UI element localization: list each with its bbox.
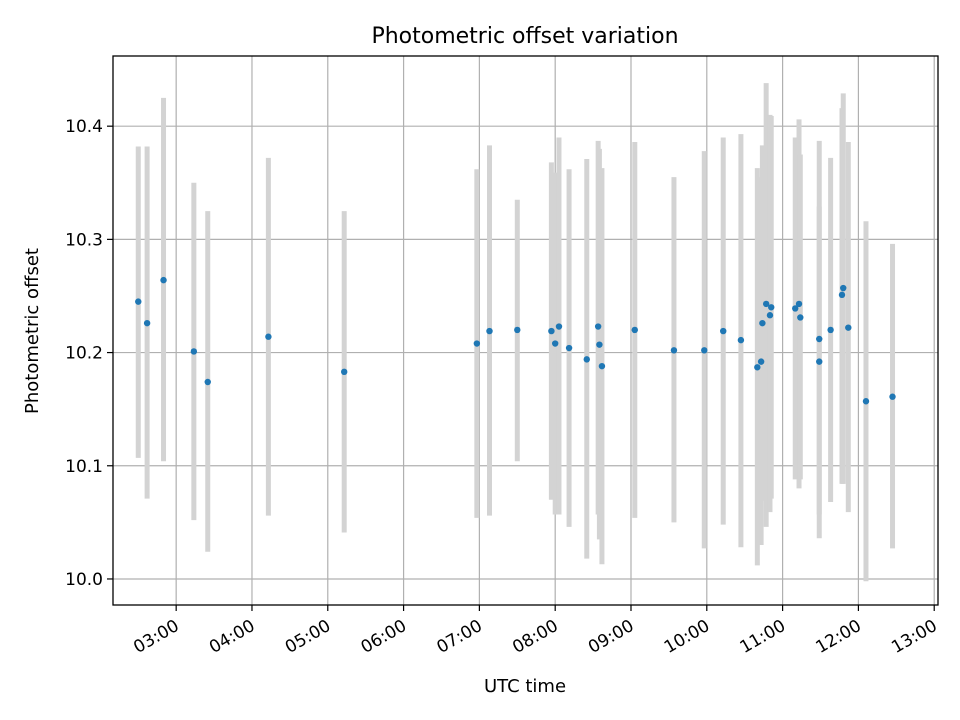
chart-title: Photometric offset variation [371,24,678,49]
data-point [135,298,142,305]
y-axis: 10.0 10.1 10.2 10.3 10.4 [65,117,113,590]
data-point [631,326,638,334]
data-point [594,323,602,330]
data-point [816,335,823,343]
data-point [204,378,211,386]
data-point [583,356,590,363]
data-point [265,333,272,340]
data-point [757,358,765,365]
data-point [737,336,745,344]
data-point [486,327,493,335]
y-tick-label: 10.2 [65,344,103,364]
data-point [840,284,847,292]
axes-frame [112,55,939,606]
data-point [766,312,774,319]
y-axis-label: Photometric offset [22,248,43,414]
data-point [160,276,167,284]
data-point [551,340,559,347]
data-point [816,358,823,365]
data-point [792,305,799,312]
data-point [548,327,555,335]
data-point [845,324,852,331]
data-point [473,340,481,347]
data-points [135,276,896,405]
y-tick-label: 10.4 [65,117,103,137]
data-point [555,323,563,330]
data-point [797,314,804,321]
y-tick-label: 10.3 [65,230,103,250]
data-point [341,368,348,376]
data-point [754,364,761,371]
y-tick-label: 10.0 [65,570,103,590]
y-tick-label: 10.1 [65,457,103,477]
data-point [514,326,521,334]
data-point [565,344,573,352]
data-point [701,347,708,354]
data-point [768,304,775,311]
data-point [190,348,198,355]
data-point [143,319,151,327]
data-point [596,341,603,348]
data-point [795,300,803,308]
data-point [827,326,834,334]
data-point [862,398,870,405]
data-point [598,362,606,370]
data-point [838,291,846,299]
x-axis-label: UTC time [484,676,566,697]
data-point [720,327,727,335]
data-point [889,393,896,400]
data-point [759,319,766,327]
data-point [762,300,770,308]
data-point [670,347,678,354]
